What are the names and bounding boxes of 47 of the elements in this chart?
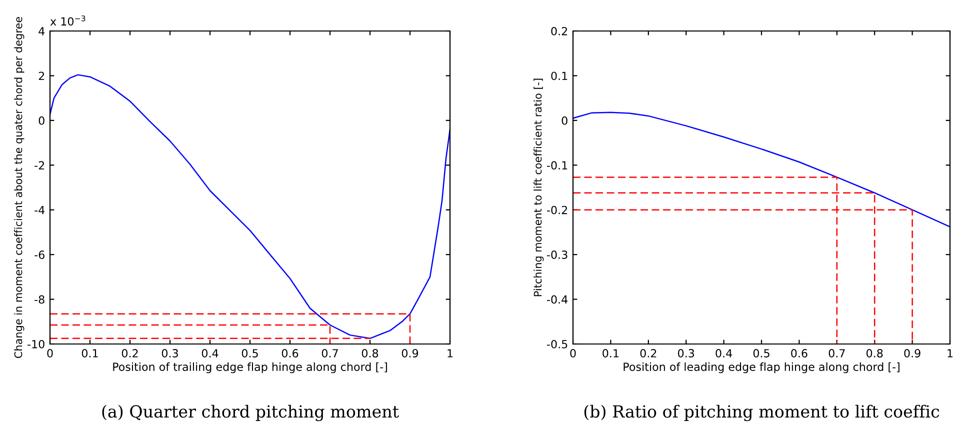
text: x 10$^{−3}$ [50, 15, 86, 26]
text: (a) Quarter chord pitching moment [102, 404, 399, 422]
y-tick-label: 0 [562, 116, 568, 125]
x-tick-label: 0.6 [282, 349, 298, 358]
y-tick-label: 0 [38, 116, 44, 125]
y-tick-label: 2 [38, 72, 44, 80]
y-tick-label: -8 [34, 295, 44, 304]
x-tick-label: 0.9 [904, 349, 920, 358]
x-tick-label: 0.7 [828, 349, 845, 358]
x-tick-label: 0.8 [362, 349, 378, 358]
y-tick-label: -0.2 [547, 206, 568, 214]
x-tick-label: 0.1 [602, 349, 619, 358]
x-tick-label: 0.4 [716, 349, 732, 358]
y-axis-title: Change in moment coefficient about the quater chord per degree [14, 16, 24, 358]
x-axis-title: Position of leading edge flap hinge along chord [-] [624, 362, 900, 374]
x-tick-label: 1 [948, 349, 953, 358]
y-tick-label: -6 [34, 250, 44, 259]
y-tick-label: -2 [34, 161, 44, 170]
x-tick-label: 0.1 [82, 349, 98, 358]
x-tick-label: 0.8 [866, 349, 883, 358]
y-tick-label: 4 [38, 27, 45, 36]
x-tick-label: 0.9 [402, 349, 418, 358]
x-tick-label: 0.5 [753, 349, 770, 358]
x-tick-label: 0.6 [791, 349, 808, 358]
x-tick-label: 0.2 [122, 349, 138, 358]
x-tick-label: 0.3 [678, 349, 694, 358]
x-axis-title: Position of trailing edge flap hinge along chord [-] [113, 362, 387, 374]
x-tick-label: 0 [47, 349, 53, 358]
y-tick-label: -4 [34, 206, 45, 214]
x-tick-label: 0.2 [640, 349, 656, 358]
y-tick-label: -0.1 [547, 161, 568, 170]
y-tick-label: -0.5 [547, 340, 568, 348]
y-tick-label: -0.4 [547, 295, 568, 304]
x-tick-label: 1 [448, 349, 453, 358]
x-tick-label: 0 [570, 349, 576, 358]
line-series [50, 74, 450, 340]
y-tick-label: 0.1 [551, 72, 568, 80]
text: (b) Ratio of pitching moment to lift coeffic [584, 404, 940, 422]
line-series [573, 112, 950, 228]
y-tick-label: -0.3 [547, 250, 568, 259]
x-tick-label: 0.7 [322, 349, 338, 358]
x-tick-label: 0.5 [242, 349, 258, 358]
y-tick-label: -10 [28, 340, 44, 348]
y-tick-label: 0.2 [551, 26, 568, 36]
x-tick-label: 0.3 [162, 349, 178, 358]
y-axis-title: Pitching moment to lift coefficient ratio [-] [534, 78, 544, 296]
x-tick-label: 0.4 [202, 349, 218, 358]
